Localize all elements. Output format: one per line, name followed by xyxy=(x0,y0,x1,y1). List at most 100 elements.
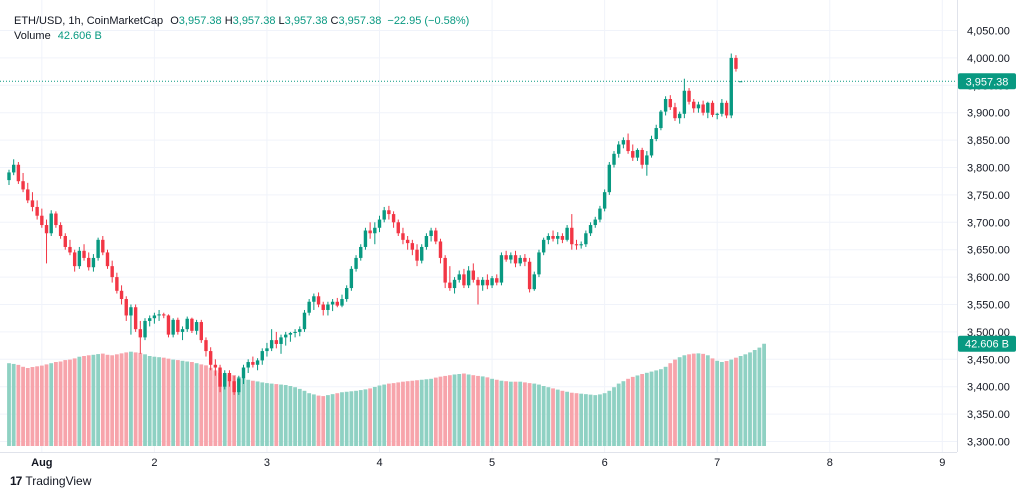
volume-bar xyxy=(49,363,54,446)
volume-bar xyxy=(410,380,415,446)
candle-body xyxy=(213,364,218,368)
candle-body xyxy=(387,210,391,215)
candle-body xyxy=(668,99,672,108)
candle-body xyxy=(87,257,91,268)
candle-body xyxy=(26,189,30,201)
candle-body xyxy=(232,381,236,393)
volume-bar xyxy=(574,393,579,446)
volume-bar xyxy=(687,354,691,446)
tradingview-logo[interactable]: 17 TradingView xyxy=(10,474,91,488)
candle-body xyxy=(696,104,701,109)
axis-tags: 3,957.38 42.606 B xyxy=(958,73,1016,352)
volume-bar xyxy=(255,381,260,446)
candle-body xyxy=(631,151,635,158)
candle-body xyxy=(363,230,368,247)
candle-body xyxy=(11,164,16,173)
candle-body xyxy=(443,257,447,283)
volume-bar xyxy=(232,375,237,446)
volume-bar xyxy=(588,394,593,446)
candle-body xyxy=(673,107,677,119)
low-value: 3,957.38 xyxy=(284,15,328,27)
volume-bar xyxy=(621,381,626,446)
volume-bar xyxy=(696,353,701,446)
time-tick-label: 2 xyxy=(151,457,157,469)
candle-body xyxy=(424,236,429,247)
candle-body xyxy=(476,279,480,286)
candle-body xyxy=(227,373,232,382)
candle-body xyxy=(237,378,241,393)
volume-bar xyxy=(715,360,720,446)
time-tick-label: 7 xyxy=(714,457,720,469)
volume-bar xyxy=(659,369,663,446)
volume-bar xyxy=(119,353,124,446)
candle-body xyxy=(649,139,654,156)
volume-tag xyxy=(958,335,1016,352)
volume-bar xyxy=(551,388,555,446)
volume-bar xyxy=(438,376,443,446)
close-value: 3,957.38 xyxy=(338,15,382,27)
candle-body xyxy=(738,81,743,83)
candle-body xyxy=(377,219,382,228)
candle-body xyxy=(176,319,180,332)
candle-body xyxy=(218,367,222,387)
volume-bar xyxy=(21,366,25,446)
volume-bar xyxy=(419,379,424,446)
candle-body xyxy=(58,225,63,236)
volume-bar xyxy=(682,355,687,446)
candle-body xyxy=(251,362,255,365)
candle-body xyxy=(682,90,687,114)
volume-bar xyxy=(30,367,35,446)
ohlc-row: ETH/USD, 1h, CoinMarketCap O3,957.38 H3,… xyxy=(14,14,469,29)
candle-body xyxy=(101,239,105,253)
volume-bar xyxy=(668,363,673,446)
time-axis[interactable]: Aug 2 3 4 5 6 7 8 9 xyxy=(31,457,945,469)
candle-body xyxy=(471,270,476,280)
volume-bar xyxy=(129,351,133,446)
high-value: 3,957.38 xyxy=(232,15,276,27)
candle-body xyxy=(710,102,715,115)
price-tick-label: 3,900.00 xyxy=(967,108,1010,120)
volume-bar xyxy=(72,358,77,446)
candle-body xyxy=(692,101,696,109)
candle-body xyxy=(194,322,199,331)
candle-body xyxy=(495,278,499,283)
volume-bar xyxy=(82,356,86,446)
candle-body xyxy=(546,236,551,240)
volume-bar xyxy=(738,356,743,446)
tradingview-logo-text: TradingView xyxy=(25,474,92,488)
candle-body xyxy=(720,102,724,114)
volume-bar xyxy=(480,376,485,446)
volume-bar xyxy=(138,352,143,446)
time-tick-label: Aug xyxy=(31,457,52,469)
volume-bar xyxy=(175,360,180,446)
candle-body xyxy=(30,200,35,207)
candle-body xyxy=(148,318,152,321)
volume-bar xyxy=(152,356,157,446)
volume-bar xyxy=(386,383,391,446)
volume-bar xyxy=(724,361,729,446)
candle-body xyxy=(401,233,405,240)
volume-bar xyxy=(218,372,222,446)
volume-bar xyxy=(302,390,307,446)
volume-bar xyxy=(433,377,438,446)
volume-bar xyxy=(701,353,706,446)
volume-bar xyxy=(504,381,509,446)
volume-bar xyxy=(598,394,602,446)
candle-body xyxy=(626,140,630,152)
volume-bar xyxy=(654,370,659,446)
volume-bar xyxy=(757,347,762,446)
volume-bar xyxy=(91,354,96,446)
volume-bar xyxy=(25,368,30,446)
candle-body xyxy=(143,320,147,338)
volume-bar xyxy=(288,386,293,446)
volume-bar xyxy=(663,366,668,446)
volume-bar xyxy=(208,367,213,446)
volume-bar xyxy=(279,384,283,446)
volume-bar xyxy=(363,389,368,446)
volume-bar xyxy=(485,377,490,446)
volume-bar xyxy=(372,386,377,446)
candle-body xyxy=(532,274,536,290)
low-label: L xyxy=(278,15,285,27)
candle-body xyxy=(204,340,208,352)
